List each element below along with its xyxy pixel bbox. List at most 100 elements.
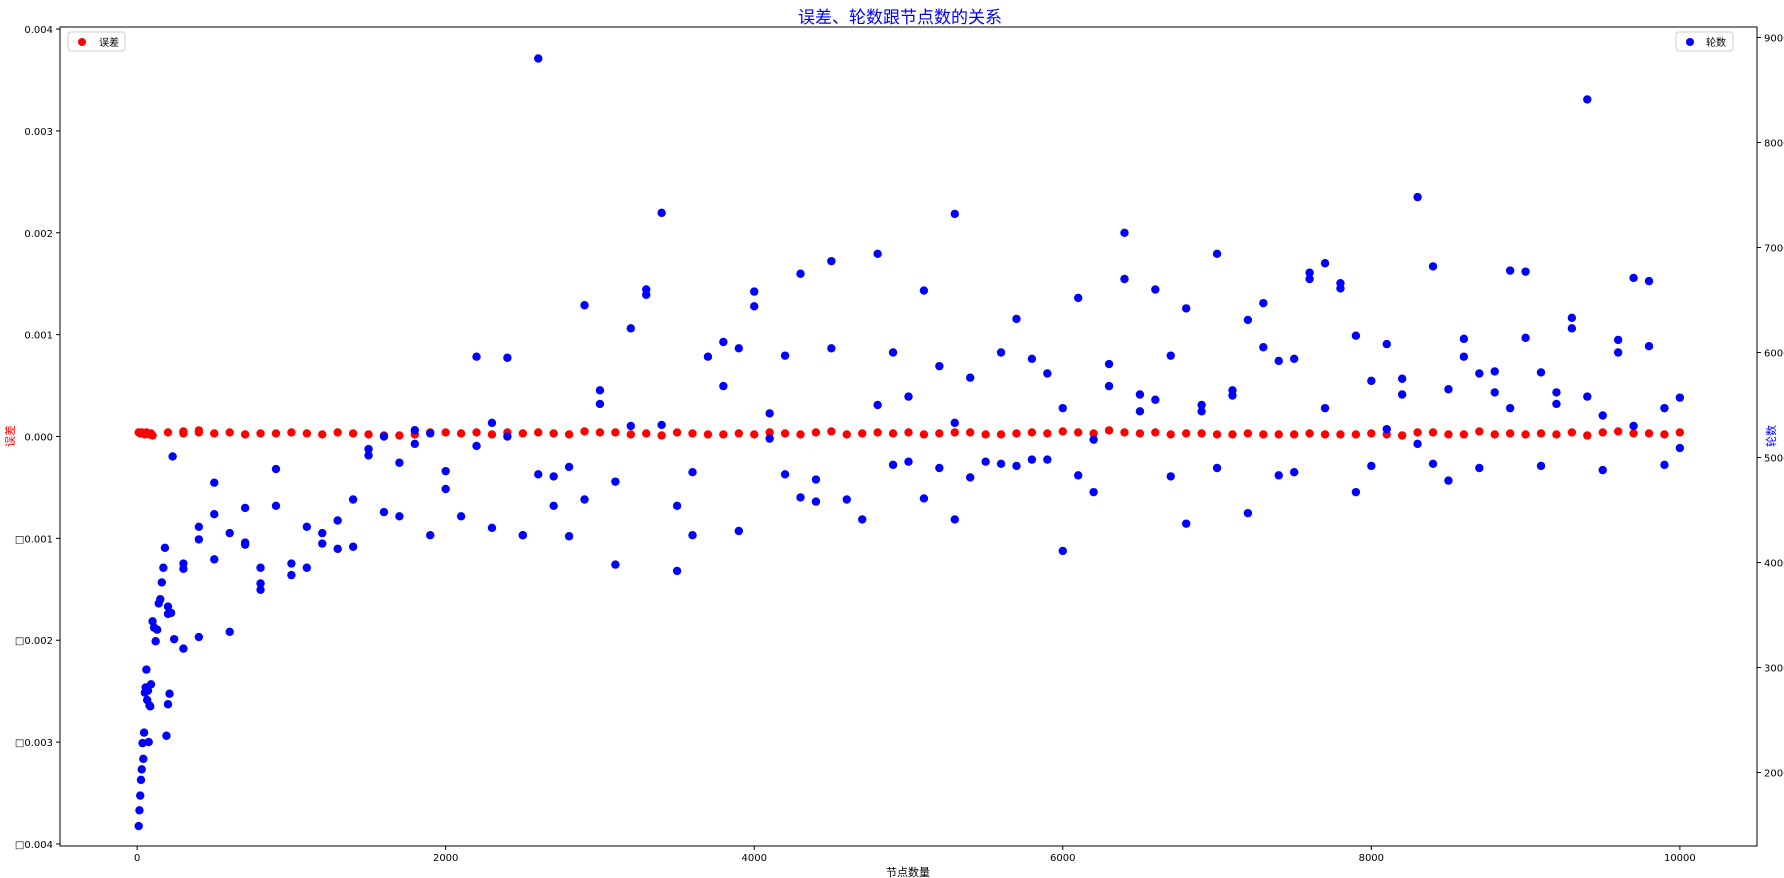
data-point: [379, 507, 389, 517]
data-point: [1552, 430, 1561, 439]
series-rounds: [134, 54, 1685, 831]
data-point: [1058, 427, 1067, 436]
data-point: [1536, 461, 1546, 471]
data-point: [487, 418, 497, 428]
data-point: [1613, 348, 1623, 357]
data-point: [287, 428, 296, 437]
data-point: [811, 428, 821, 437]
data-point: [160, 543, 170, 552]
data-point: [142, 665, 151, 674]
data-point: [1675, 443, 1685, 453]
data-point: [1212, 463, 1222, 473]
x-axis-label: 节点数量: [886, 866, 930, 878]
data-point: [194, 522, 204, 531]
data-point: [1413, 428, 1422, 437]
data-point: [935, 361, 944, 371]
legend-left-box: [67, 31, 126, 52]
data-point: [1336, 430, 1345, 439]
data-point: [996, 430, 1006, 439]
legend-left-label: 误差: [99, 36, 119, 49]
data-point: [194, 632, 204, 642]
data-point: [240, 430, 250, 439]
data-point: [904, 457, 913, 466]
data-point: [395, 512, 404, 521]
data-point: [626, 421, 636, 431]
data-point: [1166, 430, 1175, 439]
data-point: [780, 470, 790, 479]
data-point: [858, 429, 867, 438]
data-point: [1151, 428, 1160, 437]
data-point: [1629, 273, 1638, 283]
data-point: [935, 429, 944, 438]
data-point: [333, 544, 342, 554]
data-point: [950, 428, 959, 437]
data-point: [379, 432, 389, 441]
data-point: [827, 256, 836, 266]
data-point: [549, 429, 558, 438]
data-point: [1351, 331, 1361, 340]
data-point: [225, 627, 234, 636]
x-tick-label: 10000: [1664, 853, 1696, 864]
data-point: [210, 510, 219, 519]
data-point: [165, 689, 174, 698]
data-point: [146, 702, 155, 711]
data-point: [426, 429, 435, 438]
data-point: [1289, 430, 1299, 439]
legend-left-marker: [78, 38, 86, 46]
data-point: [144, 737, 153, 747]
data-point: [456, 429, 466, 438]
data-point: [1567, 324, 1577, 333]
data-point: [888, 348, 898, 357]
x-tick-label: 6000: [1050, 853, 1075, 864]
data-point: [487, 430, 497, 439]
x-tick-label: 2000: [433, 853, 458, 864]
chart-title: 误差、轮数跟节点数的关系: [798, 8, 1002, 28]
y-left-tick-label: □0.003: [15, 738, 53, 749]
data-point: [580, 301, 589, 310]
data-point: [210, 478, 219, 487]
y-axis-right-label: 轮数: [1764, 425, 1778, 447]
data-point: [1675, 428, 1685, 437]
data-point: [564, 462, 574, 472]
legend-right-box: [1675, 31, 1734, 52]
data-point: [1644, 342, 1654, 351]
data-point: [966, 473, 975, 482]
data-point: [534, 54, 543, 63]
data-point: [1613, 427, 1623, 436]
data-point: [1583, 431, 1592, 440]
data-point: [426, 531, 435, 540]
data-point: [626, 324, 636, 333]
data-point: [1490, 430, 1499, 439]
data-point: [904, 392, 913, 401]
data-point: [950, 418, 959, 428]
data-point: [148, 431, 157, 440]
data-point: [1120, 274, 1129, 284]
data-point: [1675, 393, 1685, 402]
x-axis: 0 2000 4000 6000 8000 10000: [134, 846, 1696, 864]
data-point: [1367, 461, 1376, 471]
data-point: [1397, 374, 1407, 383]
data-point: [1336, 284, 1345, 293]
data-point: [1012, 314, 1021, 324]
data-point: [657, 420, 666, 430]
y-left-tick-label: 0.001: [24, 331, 53, 342]
data-point: [1660, 460, 1669, 470]
data-point: [139, 754, 148, 764]
data-point: [1536, 429, 1546, 438]
data-point: [1567, 428, 1577, 437]
data-point: [688, 531, 697, 540]
data-point: [626, 430, 636, 439]
data-point: [240, 503, 250, 513]
data-point: [996, 459, 1006, 468]
data-point: [534, 428, 543, 437]
y-right-tick-label: 5000: [1764, 454, 1784, 465]
data-point: [518, 531, 528, 540]
data-point: [642, 429, 651, 438]
data-point: [1289, 468, 1299, 477]
data-point: [364, 444, 373, 454]
data-point: [642, 290, 651, 299]
y-right-tick-label: 7000: [1764, 244, 1784, 255]
data-point: [152, 625, 162, 634]
data-point: [1505, 403, 1515, 413]
data-point: [611, 560, 620, 569]
